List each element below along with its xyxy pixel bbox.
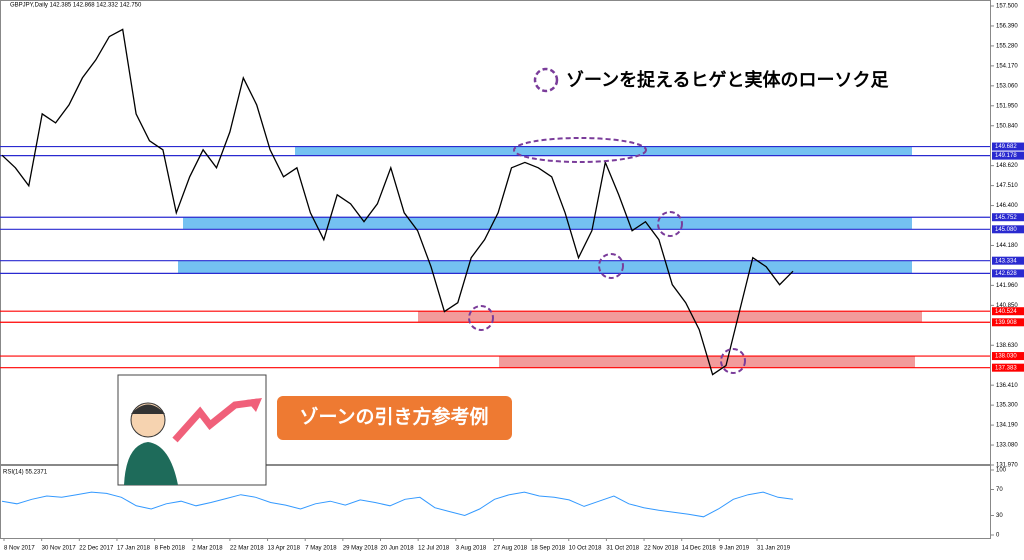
y-tick-label: 136.410 xyxy=(996,383,1018,389)
y-tick-label: 150.840 xyxy=(996,123,1018,129)
zone-label: 139.908 xyxy=(995,320,1017,326)
button[interactable] xyxy=(277,396,512,440)
x-tick-label: 9 Jan 2019 xyxy=(719,546,749,552)
x-tick-label: 27 Aug 2018 xyxy=(493,546,527,552)
x-tick-label: 3 Aug 2018 xyxy=(456,546,487,552)
y-tick-label: 135.300 xyxy=(996,403,1018,409)
hair xyxy=(131,404,165,414)
chart-header: GBPJPY,Daily 142.385 142.868 142.332 142… xyxy=(10,3,142,9)
zones xyxy=(0,145,990,369)
x-tick-label: 22 Dec 2017 xyxy=(79,546,114,552)
zone-label: 138.030 xyxy=(995,354,1017,360)
arrow-head xyxy=(246,398,262,412)
y-tick-label: 144.180 xyxy=(996,243,1018,249)
price-data xyxy=(1,28,794,376)
arrow xyxy=(172,398,259,443)
rsi-tick-label: 70 xyxy=(996,487,1003,493)
y-tick-label: 154.170 xyxy=(996,63,1018,69)
x-tick-label: 14 Dec 2018 xyxy=(682,546,717,552)
button-label[interactable]: ゾーンの引き方参考例 xyxy=(299,405,488,428)
zone-label-box xyxy=(992,225,1024,234)
zone-label: 142.628 xyxy=(995,271,1017,277)
rsi-line xyxy=(1,491,794,518)
zone-label: 143.334 xyxy=(995,258,1017,264)
rsi-tick-label: 100 xyxy=(996,468,1007,474)
zone-label: 149.178 xyxy=(995,153,1017,159)
zone-label-box xyxy=(992,307,1024,316)
x-tick-label: 22 Nov 2018 xyxy=(644,546,679,552)
zone-band xyxy=(183,217,912,230)
zone-label-box xyxy=(992,151,1024,160)
x-tick-label: 31 Oct 2018 xyxy=(606,546,639,552)
x-tick-label: 17 Jan 2018 xyxy=(117,546,151,552)
zone-band xyxy=(499,356,915,368)
y-tick-label: 146.400 xyxy=(996,203,1018,209)
zone-label-box xyxy=(992,213,1024,222)
x-tick-label: 20 Jun 2018 xyxy=(381,546,415,552)
zone-band xyxy=(418,311,922,323)
y-tick-label: 141.960 xyxy=(996,283,1018,289)
zone-label: 145.752 xyxy=(995,215,1017,221)
highlight-circle xyxy=(513,137,647,163)
zone-label-box xyxy=(992,352,1024,361)
rsi-tick-label: 0 xyxy=(996,533,1000,539)
zone-label-box xyxy=(992,363,1024,372)
zone-label-box xyxy=(992,269,1024,278)
y-tick-label: 147.510 xyxy=(996,183,1018,189)
y-tick-label: 134.190 xyxy=(996,423,1018,429)
illustration xyxy=(117,374,267,486)
x-tick-label: 8 Nov 2017 xyxy=(4,546,35,552)
zone-label-box xyxy=(992,256,1024,265)
y-tick-label: 138.630 xyxy=(996,343,1018,349)
zone-band xyxy=(178,260,912,274)
y-tick-label: 157.500 xyxy=(996,4,1018,10)
x-tick-label: 18 Sep 2018 xyxy=(531,546,566,552)
zone-band xyxy=(295,146,912,156)
zone-label-box xyxy=(992,318,1024,327)
x-tick-label: 31 Jan 2019 xyxy=(757,546,791,552)
x-tick-label: 12 Jul 2018 xyxy=(418,546,450,552)
zone-label-box xyxy=(992,142,1024,151)
highlight-circles xyxy=(468,137,746,374)
x-tick-label: 29 May 2018 xyxy=(343,546,378,552)
x-tick-label: 22 Mar 2018 xyxy=(230,546,264,552)
y-tick-label: 151.950 xyxy=(996,103,1018,109)
y-tick-label: 148.620 xyxy=(996,163,1018,169)
y-tick-label: 153.060 xyxy=(996,83,1018,89)
zone-label: 149.682 xyxy=(995,144,1017,150)
highlight-circle xyxy=(468,305,494,331)
y-tick-label: 156.390 xyxy=(996,24,1018,30)
x-tick-label: 2 Mar 2018 xyxy=(192,546,223,552)
y-tick-label: 140.850 xyxy=(996,303,1018,309)
y-tick-label: 133.080 xyxy=(996,443,1018,449)
annotation: ゾーンを捉えるヒゲと実体のローソク足 xyxy=(566,69,889,90)
legend-circle xyxy=(533,67,559,93)
zone-label: 140.524 xyxy=(995,309,1017,315)
rsi-label: RSI(14) 55.2371 xyxy=(3,470,48,476)
suit xyxy=(124,442,178,485)
rsi-tick-label: 30 xyxy=(996,513,1003,519)
x-tick-label: 7 May 2018 xyxy=(305,546,337,552)
x-tick-label: 13 Apr 2018 xyxy=(268,546,301,552)
zone-label: 137.383 xyxy=(995,365,1017,371)
x-tick-label: 8 Feb 2018 xyxy=(155,546,186,552)
highlight-circle xyxy=(598,253,624,279)
highlight-circle xyxy=(720,348,746,374)
plot-frame xyxy=(0,0,991,539)
y-tick-label: 155.280 xyxy=(996,43,1018,49)
zone-label: 145.080 xyxy=(995,227,1017,233)
highlight-circle xyxy=(657,211,683,237)
x-tick-label: 10 Oct 2018 xyxy=(569,546,602,552)
y-tick-label: 131.970 xyxy=(996,463,1018,469)
x-tick-label: 30 Nov 2017 xyxy=(42,546,77,552)
price-line xyxy=(1,28,794,376)
